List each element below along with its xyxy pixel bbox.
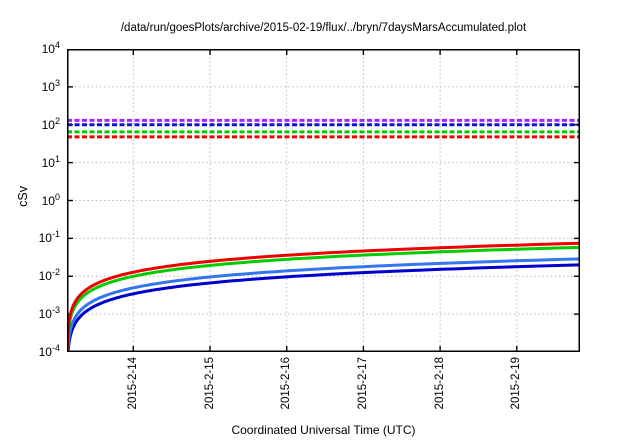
plot-canvas xyxy=(67,49,580,352)
y-tick-label: 10-2 xyxy=(38,267,60,284)
y-tick-label: 102 xyxy=(41,115,60,132)
y-tick-label: 104 xyxy=(41,40,60,57)
plot-border xyxy=(67,49,580,352)
series-curve-accumulated-dose-dark-blue xyxy=(67,263,580,352)
x-tick-label: 2015-2-17 xyxy=(356,357,369,410)
series-curve-accumulated-dose-green xyxy=(67,245,580,352)
y-tick-label: 10-4 xyxy=(38,343,60,360)
y-tick-label: 10-3 xyxy=(38,305,60,322)
x-tick-label: 2015-2-16 xyxy=(280,357,293,410)
y-tick-label: 100 xyxy=(41,191,60,208)
x-tick-label: 2015-2-18 xyxy=(433,357,446,410)
y-tick-label: 101 xyxy=(41,153,60,170)
y-tick-label: 103 xyxy=(41,77,60,94)
x-tick-label: 2015-2-19 xyxy=(510,357,523,410)
y-tick-label: 10-1 xyxy=(38,229,60,246)
x-tick-label: 2015-2-14 xyxy=(126,357,139,410)
series-curve-accumulated-dose-red xyxy=(67,241,580,352)
plot-title: /data/run/goesPlots/archive/2015-02-19/f… xyxy=(120,22,527,34)
x-tick-label: 2015-2-15 xyxy=(203,357,216,410)
x-axis-label: Coordinated Universal Time (UTC) xyxy=(231,423,416,437)
